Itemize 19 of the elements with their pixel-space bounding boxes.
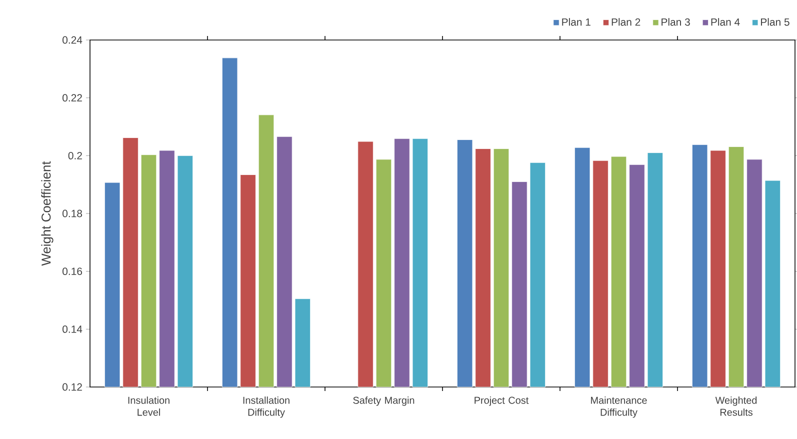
y-tick-label: 0.18 (62, 210, 82, 218)
y-tick-label: 0.12 (62, 383, 82, 391)
x-tick-label: Installation Difficulty (243, 396, 290, 418)
y-tick-label: 0.14 (62, 325, 82, 333)
y-tick-label: 0.16 (62, 268, 82, 276)
x-tick-label: Project Cost (474, 396, 529, 406)
x-tick-label: Weighted Results (715, 396, 757, 416)
legend-label: Plan 3 (662, 18, 690, 26)
legend-label: Plan 1 (562, 18, 590, 26)
x-tick-label: Insulation Level (128, 396, 170, 416)
legend-label: Plan 4 (711, 18, 740, 26)
legend-label: Plan 2 (612, 18, 640, 26)
y-axis-title: Weight Coefficient (41, 161, 54, 266)
y-tick-label: 0.24 (62, 36, 82, 44)
x-tick-label: Safety Margin (353, 396, 414, 406)
x-tick-label: Maintenance Difficulty (591, 396, 647, 418)
y-tick-label: 0.2 (68, 152, 82, 160)
legend-label: Plan 5 (761, 18, 790, 26)
y-tick-label: 0.22 (62, 94, 82, 102)
